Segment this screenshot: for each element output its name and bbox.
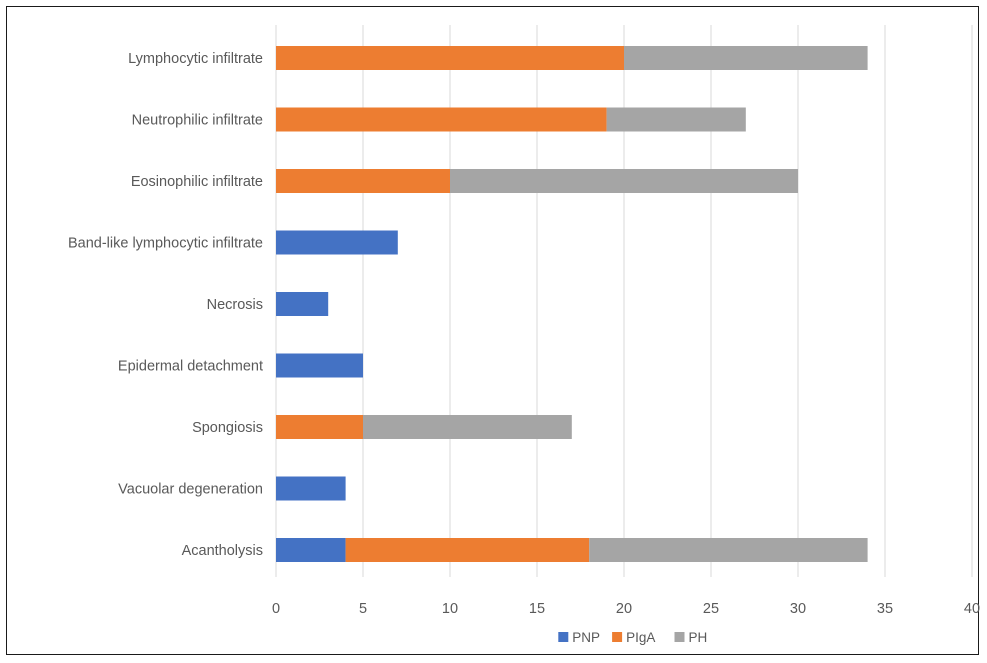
x-tick-label: 15 bbox=[529, 601, 545, 617]
bar-pnp-vacuolar-degeneration bbox=[276, 476, 346, 501]
category-label-band-like-lymphocytic-infiltrate: Band-like lymphocytic infiltrate bbox=[68, 236, 263, 252]
legend-swatch-ph bbox=[674, 632, 685, 642]
category-label-necrosis: Necrosis bbox=[207, 297, 263, 313]
category-label-vacuolar-degeneration: Vacuolar degeneration bbox=[118, 482, 263, 498]
bar-piga-lymphocytic-infiltrate bbox=[276, 46, 624, 70]
legend-swatch-piga bbox=[612, 632, 623, 642]
bar-piga-spongiosis bbox=[276, 415, 363, 439]
x-tick-label: 10 bbox=[442, 601, 458, 617]
legend-item-ph: PH bbox=[674, 630, 708, 645]
category-label-lymphocytic-infiltrate: Lymphocytic infiltrate bbox=[128, 51, 263, 67]
category-label-neutrophilic-infiltrate: Neutrophilic infiltrate bbox=[132, 113, 263, 129]
legend-label-piga: PIgA bbox=[626, 630, 655, 645]
bar-ph-eosinophilic-infiltrate bbox=[450, 169, 798, 193]
bar-pnp-acantholysis bbox=[276, 538, 346, 562]
bar-piga-eosinophilic-infiltrate bbox=[276, 169, 450, 193]
legend-label-pnp: PNP bbox=[572, 630, 600, 645]
stacked-bar-chart: Lymphocytic infiltrate Neutrophilic infil… bbox=[68, 25, 980, 645]
bars bbox=[276, 46, 868, 562]
category-label-eosinophilic-infiltrate: Eosinophilic infiltrate bbox=[131, 174, 263, 190]
x-tick-labels: 0 5 10 15 20 25 30 35 40 bbox=[272, 601, 980, 617]
bar-ph-spongiosis bbox=[363, 415, 572, 439]
x-tick-label: 20 bbox=[616, 601, 632, 617]
legend-swatch-pnp bbox=[558, 632, 569, 642]
x-tick-label: 25 bbox=[703, 601, 719, 617]
bar-ph-neutrophilic-infiltrate bbox=[606, 107, 746, 132]
bar-pnp-epidermal-detachment bbox=[276, 353, 363, 378]
bar-pnp-necrosis bbox=[276, 292, 329, 316]
bar-piga-neutrophilic-infiltrate bbox=[276, 107, 607, 132]
bar-piga-acantholysis bbox=[345, 538, 590, 562]
bar-ph-lymphocytic-infiltrate bbox=[624, 46, 868, 70]
category-labels: Lymphocytic infiltrate Neutrophilic infil… bbox=[68, 51, 263, 559]
chart-frame: Lymphocytic infiltrate Neutrophilic infil… bbox=[6, 6, 980, 655]
legend-label-ph: PH bbox=[689, 630, 708, 645]
x-tick-label: 5 bbox=[359, 601, 367, 617]
legend-item-piga: PIgA bbox=[612, 630, 655, 645]
x-tick-label: 0 bbox=[272, 601, 280, 617]
category-label-acantholysis: Acantholysis bbox=[182, 543, 263, 559]
category-label-epidermal-detachment: Epidermal detachment bbox=[118, 359, 263, 375]
x-tick-label: 30 bbox=[790, 601, 806, 617]
bar-ph-acantholysis bbox=[589, 538, 868, 562]
bar-pnp-band-like-lymphocytic-infiltrate bbox=[276, 230, 398, 255]
x-tick-label: 40 bbox=[964, 601, 980, 617]
legend: PNP PIgA PH bbox=[558, 630, 707, 645]
legend-item-pnp: PNP bbox=[558, 630, 600, 645]
x-tick-label: 35 bbox=[877, 601, 893, 617]
category-label-spongiosis: Spongiosis bbox=[192, 420, 263, 436]
